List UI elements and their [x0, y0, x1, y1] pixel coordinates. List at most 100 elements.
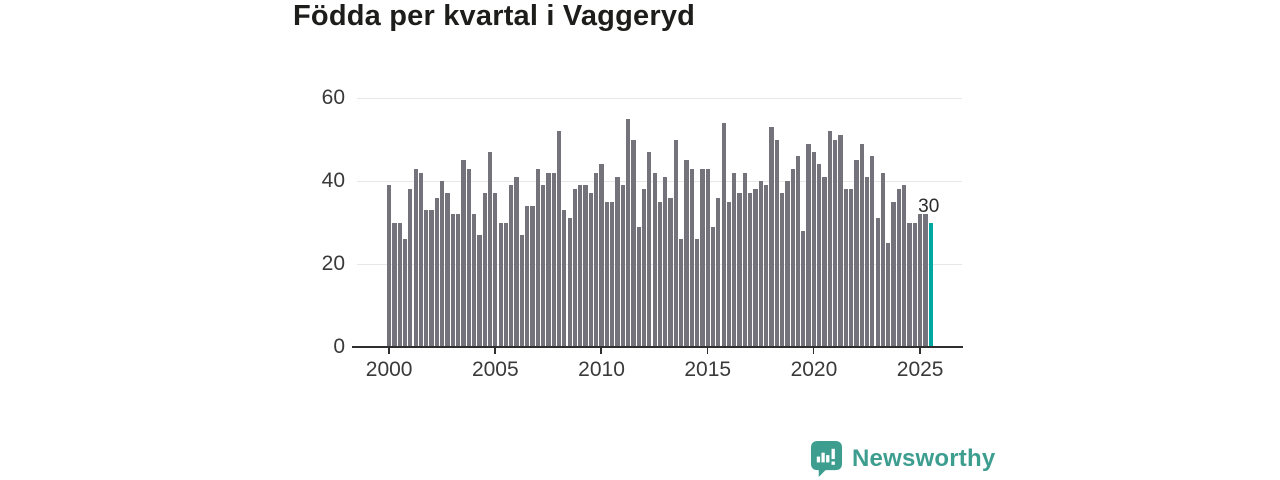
bar-quarter [838, 135, 843, 347]
bar-quarter [795, 156, 801, 347]
bar-quarter [477, 234, 482, 347]
bar-quarter [827, 131, 832, 347]
bar-quarter [551, 172, 556, 347]
bar-quarter [456, 214, 461, 347]
bar-quarter [732, 172, 737, 347]
bar-quarter [689, 168, 694, 347]
bar-quarter [737, 193, 742, 347]
bar-quarter [774, 139, 779, 347]
bar-quarter [562, 210, 567, 347]
bar-quarter [923, 214, 928, 347]
bar-quarter [429, 210, 434, 347]
bar-quarter [673, 139, 678, 347]
bar-quarter [716, 197, 721, 347]
bar-quarter [700, 168, 705, 347]
bar-quarter [567, 218, 572, 347]
bar-quarter [402, 239, 408, 347]
bar-quarter [684, 160, 689, 347]
bar-quarter [679, 239, 684, 347]
bar-quarter [440, 181, 445, 347]
bar-quarter [663, 176, 668, 347]
bar-quarter [843, 189, 848, 347]
x-tick-mark [388, 348, 390, 354]
bar-quarter [525, 205, 530, 347]
bar-quarter [498, 222, 503, 347]
x-tick-label: 2005 [471, 358, 519, 381]
bar-quarter [556, 131, 562, 347]
bar-quarter [822, 176, 827, 347]
bar-quarter [503, 222, 509, 347]
bar-quarter [886, 243, 891, 347]
last-value-label: 30 [918, 195, 940, 217]
x-tick-label: 2010 [578, 358, 625, 381]
bar-quarter [817, 164, 822, 347]
bar-quarter [859, 143, 864, 347]
bar-quarter [753, 189, 758, 347]
bar-quarter [588, 193, 594, 347]
bar-quarter [647, 151, 652, 347]
bar-quarter [641, 189, 647, 347]
bar-quarter [578, 185, 583, 347]
bar-quarter [870, 156, 875, 347]
y-tick-label: 60 [321, 86, 345, 109]
newsworthy-bar-chart-speech-bubble-icon [810, 441, 843, 477]
bar-quarter [487, 151, 493, 347]
y-tick-label: 20 [321, 252, 345, 275]
x-tick-mark [494, 348, 496, 354]
bar-quarter [848, 189, 854, 347]
bar-quarter [604, 201, 609, 347]
bar-quarter [912, 222, 917, 347]
gridline [357, 97, 962, 99]
gridline [357, 180, 962, 182]
bar-quarter [631, 139, 636, 347]
bar-quarter [918, 214, 923, 347]
bar-quarter [519, 234, 524, 347]
bar-quarter [748, 193, 753, 347]
y-tick-label: 40 [321, 169, 345, 192]
bar-quarter [764, 185, 769, 347]
x-tick-mark [812, 348, 815, 354]
bar-quarter [854, 160, 859, 347]
bar-quarter [742, 172, 748, 347]
x-axis-line [352, 346, 963, 348]
x-tick-mark [706, 348, 709, 354]
x-tick-label: 2025 [896, 358, 944, 381]
bar-quarter [811, 151, 817, 347]
bar-quarter [907, 222, 912, 347]
bar-quarter [434, 197, 440, 347]
bar-quarter [530, 205, 535, 347]
bar-quarter [875, 218, 880, 347]
bar-quarter [801, 230, 806, 347]
bar-quarter [779, 193, 785, 347]
bar-quarter [657, 201, 663, 347]
bar-quarter [599, 164, 604, 347]
bar-quarter [397, 222, 402, 347]
bar-quarter [572, 189, 578, 347]
y-tick-label: 0 [333, 335, 345, 358]
bar-quarter [790, 168, 795, 347]
bar-quarter [535, 168, 540, 347]
bar-quarter [424, 210, 429, 347]
bar-quarter [785, 181, 790, 347]
bar-quarter [769, 127, 774, 347]
bar-highlight-latest-quarter [928, 222, 933, 347]
bar-quarter [880, 172, 886, 347]
bar-quarter [833, 139, 838, 347]
bar-quarter [466, 168, 471, 347]
bar-quarter [509, 185, 514, 347]
bar-quarter [625, 118, 631, 347]
x-tick-mark [600, 348, 602, 354]
x-tick-label: 2000 [365, 358, 413, 381]
bar-quarter [413, 168, 418, 347]
bar-quarter [864, 176, 870, 347]
plot-area: 0 20 40 60 2000 2005 2010 2015 2020 2025 30 [322, 86, 963, 381]
newsworthy-wordmark: Newsworthy [852, 445, 996, 472]
bar-quarter [705, 168, 710, 347]
bar-quarter [694, 239, 700, 347]
bar-quarter [450, 214, 455, 347]
bar-quarter [726, 201, 732, 347]
bar-quarter [408, 189, 413, 347]
bar-quarter [461, 160, 466, 347]
bar-quarter [392, 222, 397, 347]
bar-quarter [710, 226, 716, 347]
